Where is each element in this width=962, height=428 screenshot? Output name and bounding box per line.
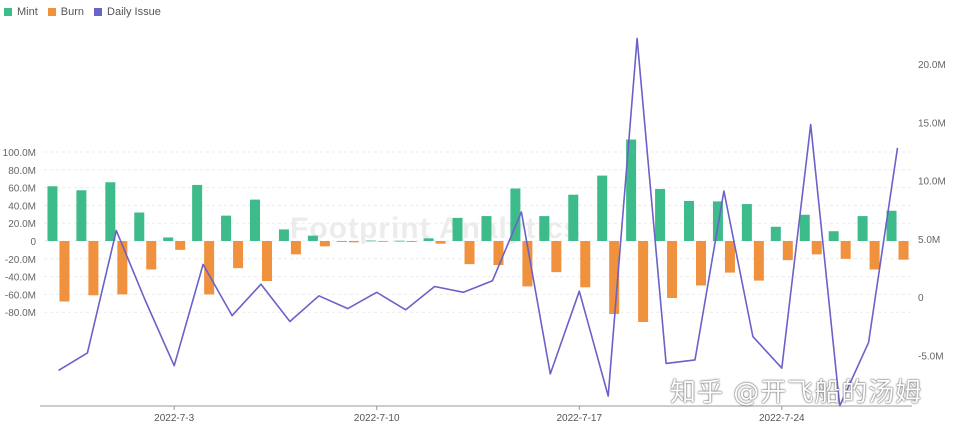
- legend-swatch-daily-issue: [94, 8, 103, 16]
- watermark-text: 知乎 @开飞船的汤姆: [670, 378, 923, 408]
- burn-bar: [551, 241, 562, 273]
- legend-swatch-mint: [4, 8, 12, 16]
- y-right-tick-label: 10.0M: [918, 177, 946, 188]
- mint-bar: [278, 229, 289, 241]
- mint-bar: [76, 190, 87, 241]
- burn-bar: [348, 241, 359, 243]
- burn-bar: [869, 241, 880, 270]
- mint-bar: [192, 184, 203, 241]
- y-left-tick-label: 80.0M: [8, 166, 36, 177]
- mint-bar: [307, 235, 318, 241]
- burn-bar: [175, 241, 186, 250]
- legend-label-burn: Burn: [60, 6, 85, 18]
- y-left-tick-label: 0: [30, 237, 36, 248]
- burn-bar: [435, 241, 446, 244]
- y-right-tick-label: 0: [918, 293, 924, 304]
- mint-bar: [221, 215, 232, 241]
- mint-bar: [886, 210, 897, 241]
- mint-bar: [134, 212, 145, 241]
- legend-label-daily-issue: Daily Issue: [107, 6, 161, 18]
- mint-bar: [741, 204, 752, 241]
- burn-bar: [638, 241, 649, 322]
- x-tick-label: 2022-7-3: [154, 413, 194, 424]
- mint-bar: [655, 188, 666, 241]
- mint-bar: [828, 231, 839, 241]
- burn-bar: [609, 241, 620, 314]
- legend-label-mint: Mint: [17, 6, 38, 18]
- legend-item-mint[interactable]: Mint: [4, 6, 38, 18]
- y-left-tick-label: 100.0M: [3, 148, 36, 159]
- mint-bar: [857, 216, 868, 241]
- mint-bar: [626, 139, 637, 241]
- mint-bar: [510, 188, 521, 241]
- mint-bar: [394, 240, 405, 242]
- mint-bar: [799, 214, 810, 241]
- mint-bar: [47, 186, 58, 241]
- burn-bar: [59, 241, 70, 302]
- mint-bar: [568, 194, 579, 241]
- mint-bar: [481, 216, 492, 241]
- burn-bar: [406, 241, 417, 242]
- x-tick-label: 2022-7-10: [354, 413, 400, 424]
- y-left-tick-label: 40.0M: [8, 201, 36, 212]
- burn-bar: [840, 241, 851, 259]
- mint-bar: [452, 217, 463, 241]
- x-tick-label: 2022-7-24: [759, 413, 805, 424]
- burn-bar: [522, 241, 533, 287]
- burn-bar: [319, 241, 330, 247]
- y-left-tick-label: -40.0M: [5, 273, 36, 284]
- legend-swatch-burn: [47, 8, 56, 16]
- mint-bar: [770, 226, 781, 241]
- burn-bar: [811, 241, 822, 255]
- burn-bar: [667, 241, 678, 298]
- y-right-tick-label: 20.0M: [918, 60, 946, 71]
- y-right-tick-label: 15.0M: [918, 118, 946, 129]
- burn-bar: [580, 241, 591, 288]
- mint-bar: [597, 175, 608, 241]
- burn-bar: [204, 241, 215, 295]
- mint-bar: [250, 199, 260, 241]
- burn-bar: [696, 241, 706, 286]
- burn-bar: [233, 241, 244, 269]
- burn-bar: [898, 241, 909, 260]
- burn-bar: [88, 241, 99, 296]
- legend-item-daily-issue[interactable]: Daily Issue: [94, 6, 161, 18]
- burn-bar: [724, 241, 735, 273]
- burn-bar: [146, 241, 157, 270]
- burn-bar: [464, 241, 475, 265]
- legend: Mint Burn Daily Issue: [4, 6, 161, 18]
- daily-issue-line: [58, 37, 899, 407]
- mint-bar: [365, 240, 376, 242]
- burn-bar: [753, 241, 764, 281]
- mint-bar: [539, 216, 550, 241]
- y-left-tick-label: -60.0M: [5, 290, 36, 301]
- mint-bar: [105, 182, 116, 241]
- legend-item-burn[interactable]: Burn: [47, 6, 85, 18]
- x-tick-label: 2022-7-17: [556, 413, 602, 424]
- mint-bar: [163, 237, 174, 241]
- mint-bar: [336, 241, 347, 242]
- burn-bar: [377, 241, 388, 242]
- y-left-tick-label: -20.0M: [5, 255, 36, 266]
- y-right-tick-label: 5.0M: [918, 235, 940, 246]
- mint-bar: [423, 238, 434, 241]
- burn-bar: [290, 241, 301, 255]
- burn-bar: [782, 241, 793, 261]
- mint-bar: [684, 200, 694, 241]
- burn-bar: [117, 241, 128, 295]
- burn-bar: [493, 241, 504, 266]
- y-left-tick-label: 60.0M: [8, 184, 36, 195]
- y-right-tick-label: -5.0M: [918, 351, 944, 362]
- y-left-tick-label: -80.0M: [5, 308, 36, 319]
- y-left-tick-label: 20.0M: [8, 219, 36, 230]
- burn-bar: [262, 241, 272, 282]
- watermark-logo: Footprint Analytics: [290, 212, 582, 245]
